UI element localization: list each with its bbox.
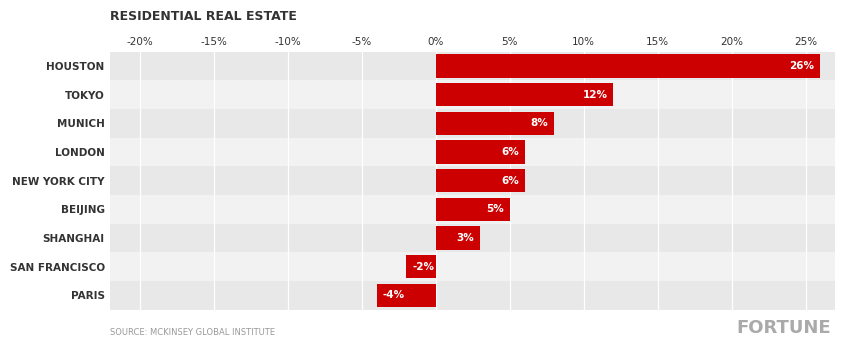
Text: RESIDENTIAL REAL ESTATE: RESIDENTIAL REAL ESTATE <box>110 10 297 23</box>
Text: SOURCE: MCKINSEY GLOBAL INSTITUTE: SOURCE: MCKINSEY GLOBAL INSTITUTE <box>110 328 276 337</box>
Bar <box>436 226 480 250</box>
Text: FORTUNE: FORTUNE <box>736 319 831 337</box>
Bar <box>377 283 436 307</box>
Text: -2%: -2% <box>412 261 434 272</box>
Text: 5%: 5% <box>486 204 504 214</box>
Bar <box>110 281 835 310</box>
Text: 6%: 6% <box>501 147 519 157</box>
Bar <box>110 52 835 80</box>
Text: 3%: 3% <box>456 233 474 243</box>
Text: -4%: -4% <box>382 290 404 300</box>
Bar <box>436 83 613 106</box>
Bar <box>110 138 835 166</box>
Bar <box>110 80 835 109</box>
Bar <box>110 195 835 224</box>
Bar <box>406 255 436 278</box>
Bar <box>436 169 525 192</box>
Text: 8%: 8% <box>531 118 548 128</box>
Text: 6%: 6% <box>501 175 519 186</box>
Text: 26%: 26% <box>789 61 815 71</box>
Text: 12%: 12% <box>583 89 607 100</box>
Bar <box>110 224 835 252</box>
Bar <box>436 54 821 78</box>
Bar <box>110 252 835 281</box>
Bar <box>436 197 510 221</box>
Bar <box>110 166 835 195</box>
Bar <box>436 140 525 164</box>
Bar <box>110 109 835 138</box>
Bar <box>436 111 554 135</box>
